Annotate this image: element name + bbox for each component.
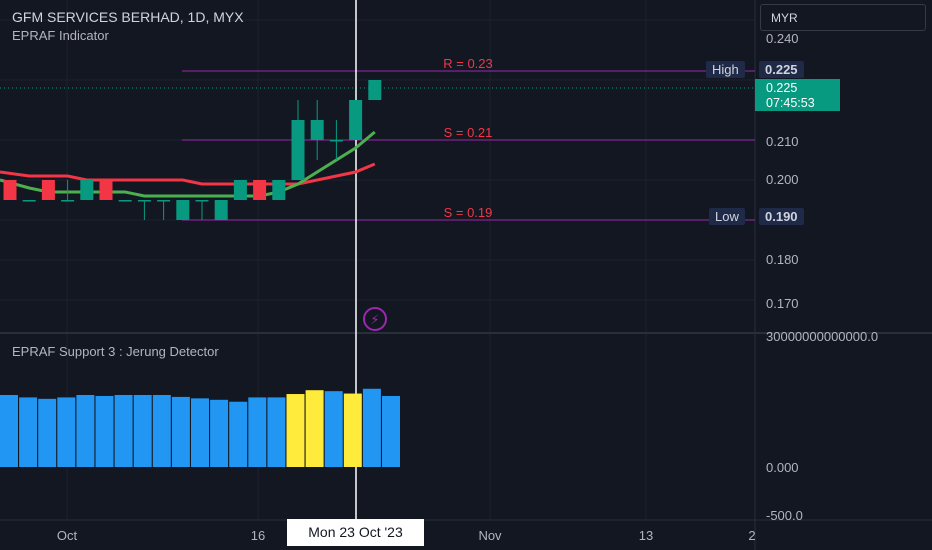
last-price: 0.225 [766, 81, 798, 95]
candle-body [291, 120, 305, 180]
candle-body [3, 180, 17, 200]
detector-bar [0, 395, 18, 467]
detector-bar [382, 395, 400, 467]
detector-bar [95, 395, 114, 467]
time-tick-label: Nov [478, 528, 502, 543]
detector-bar [171, 396, 190, 467]
dividend-event-marker [363, 307, 387, 331]
detector-bar [267, 397, 286, 467]
ma-fast-line [0, 130, 376, 198]
countdown: 07:45:53 [766, 96, 815, 110]
candle-body [157, 200, 171, 202]
lightning-icon: ⚡ [370, 313, 379, 328]
time-tick-label: 13 [639, 528, 653, 543]
candle-body [22, 200, 36, 202]
low-label: Low [709, 208, 745, 225]
detector-bar [76, 395, 95, 467]
candle-body [80, 180, 94, 200]
candle-body [329, 140, 343, 142]
price-tick-label: 0.240 [766, 31, 799, 46]
price-tick-label: 0.170 [766, 296, 799, 311]
candle-body [214, 200, 228, 220]
candle-body [176, 200, 190, 220]
high-value: 0.225 [759, 61, 804, 78]
price-tick-label: 0.200 [766, 172, 799, 187]
candle-body [253, 180, 267, 200]
candle-body [310, 120, 324, 140]
detector-bars [0, 388, 400, 467]
ma-slow-line [0, 162, 376, 186]
detector-bar [362, 388, 381, 467]
detector-bar [305, 390, 324, 467]
candle-body [41, 180, 55, 200]
detector-bar [38, 398, 57, 467]
price-tick-label: 0.180 [766, 252, 799, 267]
crosshair-date-label: Mon 23 Oct '23 [287, 519, 424, 546]
indicator-tick-label: 30000000000000.0 [766, 329, 878, 344]
detector-bar [57, 397, 76, 467]
indicator-tick-label: -500.0 [766, 508, 803, 523]
level-label: R = 0.23 [443, 56, 493, 71]
candle-body [368, 80, 382, 100]
candles [3, 80, 382, 220]
candle-body [233, 180, 247, 200]
detector-bar [324, 391, 343, 467]
detector-bar [210, 399, 229, 467]
level-label: S = 0.21 [444, 125, 493, 140]
detector-bar [133, 395, 152, 467]
detector-bar [152, 395, 171, 467]
lower-panel-title: EPRAF Support 3 : Jerung Detector [12, 344, 219, 359]
candle-body [272, 180, 286, 200]
candle-body [118, 200, 132, 202]
time-tick-label: 16 [251, 528, 265, 543]
low-value: 0.190 [759, 208, 804, 225]
time-tick-label: 2 [748, 528, 755, 543]
last-price-tag: 0.225 07:45:53 [755, 79, 840, 111]
time-tick-label: Oct [57, 528, 78, 543]
currency-selector[interactable]: MYR [760, 4, 926, 31]
detector-bar [229, 401, 248, 467]
candle-body [61, 200, 75, 202]
candle-body [99, 180, 113, 200]
high-label: High [706, 61, 745, 78]
detector-bar [191, 398, 209, 467]
candle-body [137, 200, 151, 202]
moving-averages [0, 130, 376, 198]
detector-bar [19, 397, 38, 467]
detector-bar [248, 397, 267, 467]
indicator-tick-label: 0.000 [766, 460, 799, 475]
chart-title: GFM SERVICES BERHAD, 1D, MYX [12, 9, 244, 25]
candle-body [349, 100, 363, 140]
detector-bar [286, 394, 305, 467]
detector-bar [114, 395, 133, 467]
level-label: S = 0.19 [444, 205, 493, 220]
indicator-name: EPRAF Indicator [12, 28, 109, 43]
price-tick-label: 0.210 [766, 134, 799, 149]
axis-labels: 0.240 0.210 0.200 0.180 0.170 30000000000000.… [57, 31, 878, 543]
detector-bar [343, 393, 362, 467]
candle-body [195, 200, 209, 202]
